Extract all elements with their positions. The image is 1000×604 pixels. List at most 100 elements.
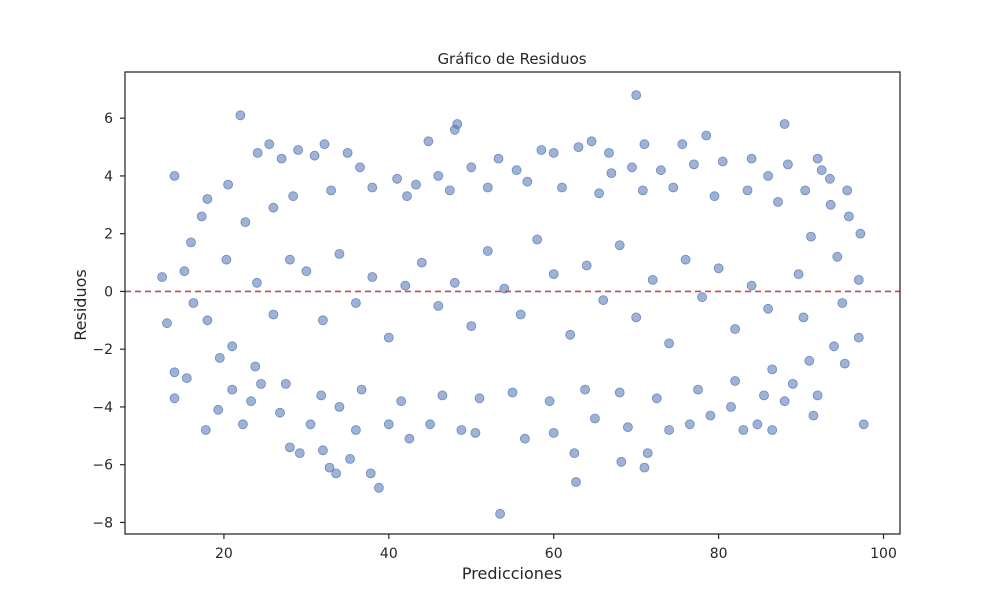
scatter-point [331,468,342,479]
scatter-point [324,462,335,473]
y-tick-label: −2 [92,342,113,358]
scatter-point [738,425,749,435]
scatter-point [246,396,257,407]
scatter-point [202,194,213,204]
scatter-point [693,384,703,395]
scatter-point [746,153,757,164]
y-tick-label: 4 [104,169,113,185]
scatter-point [639,462,650,473]
scatter-point [580,384,590,395]
x-tick-label: 80 [710,546,728,562]
scatter-point [816,165,827,176]
scatter-point [571,477,581,487]
scatter-point [614,387,625,398]
scatter-point [493,153,504,164]
scatter-point [664,425,674,435]
scatter-point [214,352,225,363]
scatter-point [256,378,266,389]
scatter-point [507,387,518,398]
scatter-point [433,300,444,311]
scatter-point [837,298,848,308]
scatter-point [288,191,299,202]
scatter-point [651,393,662,404]
scatter-point [793,269,804,280]
scatter-point [235,110,246,121]
scatter-point [767,364,778,375]
scatter-point [647,274,658,285]
scatter-point [689,159,699,170]
scatter-point [334,401,345,412]
scatter-point [825,199,836,210]
scatter-point [713,263,724,274]
scatter-point [317,445,328,456]
scatter-point [411,179,421,190]
scatter-point [402,191,412,202]
scatter-point [812,390,823,401]
x-tick-label: 100 [870,546,897,562]
scatter-point [684,419,695,430]
scatter-point [701,130,712,141]
scatter-point [264,139,275,150]
y-axis-label: Residuos [71,269,90,340]
scatter-point [383,419,394,430]
scatter-point [627,162,637,173]
scatter-point [383,332,394,343]
scatter-point [759,390,769,401]
x-tick-label: 20 [215,546,233,562]
scatter-point [515,309,526,320]
scatter-point [355,162,365,173]
scatter-point [808,410,819,421]
scatter-point [345,453,356,464]
scatter-point [557,182,567,193]
scatter-point [804,355,815,366]
y-tick-label: −8 [92,515,113,531]
x-axis-label: Predicciones [462,564,562,583]
scatter-point [677,139,688,150]
y-tick-label: 0 [104,284,113,300]
scatter-point [317,315,328,326]
scatter-point [423,136,434,147]
scatter-point [664,338,674,349]
scatter-point [569,448,580,459]
scatter-point [305,419,316,430]
scatter-point [631,90,642,100]
scatter-point [573,142,584,153]
scatter-point [763,303,773,314]
scatter-point [350,298,361,308]
scatter-point [680,254,691,265]
scatter-point [614,240,625,251]
scatter-point [853,332,864,343]
scatter-point [787,378,798,389]
scatter-point [319,139,330,150]
scatter-point [326,185,337,196]
scatter-point [544,396,555,407]
scatter-point [396,396,407,407]
scatter-point [221,254,232,265]
scatter-point [202,315,213,326]
scatter-point [730,324,740,334]
scatter-points [157,90,869,519]
scatter-point [293,145,304,155]
scatter-point [783,159,793,170]
scatter-point [276,153,287,164]
scatter-point [730,376,740,386]
scatter-point [548,269,559,280]
scatter-point [812,153,823,164]
scatter-point [456,425,467,435]
scatter-point [444,185,455,196]
y-axis-ticks: −8 −6 −4 −2 0 2 4 6 [92,111,125,531]
scatter-point [466,321,477,332]
scatter-point [520,433,530,444]
scatter-point [449,124,460,135]
scatter-point [268,202,279,213]
scatter-point [773,196,783,207]
scatter-point [365,468,376,479]
scatter-point [853,274,864,285]
scatter-point [746,280,757,291]
scatter-point [200,425,211,435]
scatter-point [227,384,238,395]
scatter-point [392,173,403,184]
scatter-point [268,309,279,320]
